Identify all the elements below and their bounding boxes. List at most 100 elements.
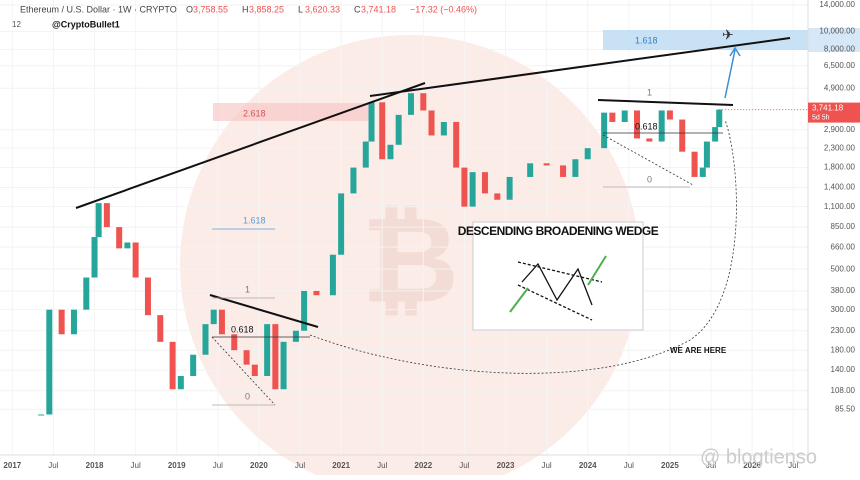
candle	[658, 110, 665, 142]
x-tick-label: 2024	[579, 461, 597, 470]
candle	[313, 290, 320, 296]
candle	[116, 227, 123, 249]
trend-line	[209, 294, 319, 328]
fib-lines	[211, 46, 741, 406]
candle	[634, 110, 641, 139]
ohlc-key: O	[186, 4, 193, 14]
candle	[712, 127, 719, 142]
y-tick-label: 2,300.00	[824, 143, 856, 152]
candle	[646, 138, 653, 142]
candle	[58, 309, 65, 335]
x-tick-label: Jul	[706, 461, 716, 470]
x-tick-label: 2018	[86, 461, 104, 470]
x-tick-label: 2021	[332, 461, 350, 470]
dotted-path	[309, 119, 737, 374]
target-arrow	[724, 46, 741, 99]
x-tick-label: 2017	[3, 461, 21, 470]
x-tick-label: Jul	[541, 461, 551, 470]
y-tick-label: 14,000.00	[819, 0, 855, 9]
candle	[91, 237, 98, 278]
candle	[124, 242, 131, 249]
x-tick-label: 2019	[168, 461, 186, 470]
candle	[243, 350, 250, 365]
candle	[169, 341, 176, 390]
trend-lines	[75, 37, 791, 328]
ohlc-value: 3,620.33	[305, 4, 340, 14]
y-tick-label: 1,800.00	[824, 163, 856, 172]
x-tick-label: 2023	[497, 461, 515, 470]
candle	[420, 93, 427, 111]
y-tick-label: 1,400.00	[824, 183, 856, 192]
candle	[368, 102, 375, 142]
y-tick-label: 8,000.00	[824, 44, 856, 53]
x-tick-label: 2025	[661, 461, 679, 470]
author: @CryptoBullet1	[52, 19, 120, 29]
candle	[301, 290, 308, 331]
candle	[440, 121, 447, 136]
candle	[703, 141, 710, 168]
candle	[699, 167, 706, 177]
candle	[132, 242, 139, 278]
candle	[621, 110, 628, 122]
candle	[527, 163, 534, 177]
candle	[272, 324, 279, 390]
last-price-label: 3,741.18	[812, 104, 844, 113]
candle	[716, 109, 723, 128]
y-tick-label: 1,100.00	[824, 202, 856, 211]
x-tick-label: Jul	[788, 461, 798, 470]
candle	[46, 309, 53, 415]
annotation-text: DESCENDING BROADENING WEDGE	[458, 224, 659, 238]
candle	[70, 309, 77, 335]
candle	[469, 172, 476, 207]
y-tick-label: 230.00	[831, 326, 856, 335]
candle	[494, 193, 501, 200]
ohlc-value: 3,741.18	[361, 4, 396, 14]
fib-line	[602, 134, 694, 186]
candle	[453, 121, 460, 168]
x-tick-label: Jul	[48, 461, 58, 470]
ohlc-value: 3,858.25	[249, 4, 284, 14]
candle	[202, 324, 209, 355]
rocket-icon: ✈	[722, 27, 734, 43]
change: −17.32 (−0.46%)	[410, 4, 477, 14]
candle	[210, 309, 217, 325]
y-tick-label: 85.50	[835, 404, 856, 413]
candle	[231, 334, 238, 351]
candle	[95, 203, 102, 238]
x-tick-label: Jul	[131, 461, 141, 470]
candle	[218, 309, 225, 335]
candle	[83, 277, 90, 310]
fib-label: 0	[245, 391, 250, 401]
x-tick-label: 2022	[414, 461, 432, 470]
candle	[543, 163, 550, 166]
y-tick-label: 380.00	[831, 286, 856, 295]
fib-label: 1.618	[243, 215, 266, 225]
candle	[190, 354, 197, 376]
ohlc-key: H	[242, 4, 249, 14]
candle	[609, 112, 616, 122]
ohlc-key: L	[298, 4, 303, 14]
x-tick-label: Jul	[295, 461, 305, 470]
y-tick-label: 4,900.00	[824, 83, 856, 92]
trend-line	[597, 99, 734, 106]
x-tick-label: 2026	[743, 461, 761, 470]
candle	[329, 254, 336, 296]
candle	[560, 165, 567, 177]
candle	[666, 110, 673, 120]
fib-label: 2.618	[243, 108, 266, 118]
candle	[395, 114, 402, 145]
symbol-title: Ethereum / U.S. Dollar · 1W · CRYPTO	[20, 4, 177, 14]
fib-label: 0.618	[231, 324, 254, 334]
fib-box	[603, 30, 808, 50]
x-tick-label: Jul	[624, 461, 634, 470]
y-tick-label: 140.00	[831, 365, 856, 374]
watermark-text: @ blogtienso	[700, 446, 817, 468]
candles	[38, 93, 723, 416]
trend-line	[75, 82, 426, 209]
pattern-box	[472, 221, 644, 331]
candle	[280, 341, 287, 390]
candle	[461, 167, 468, 207]
candle	[350, 167, 357, 194]
last-price-tag	[808, 102, 860, 123]
x-tick-label: Jul	[377, 461, 387, 470]
